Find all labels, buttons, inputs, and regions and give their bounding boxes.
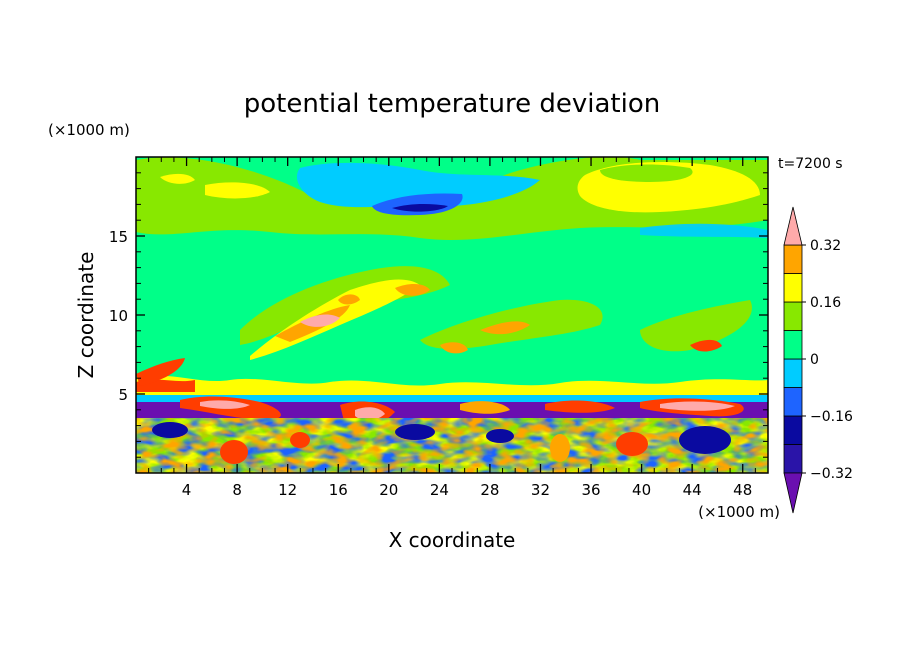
colorbar-min-extend xyxy=(783,472,803,514)
x-tick-label: 36 xyxy=(581,481,600,499)
time-label: t=7200 s xyxy=(778,156,843,172)
x-tick-label: 40 xyxy=(632,481,651,499)
colorbar-tick-label: 0.32 xyxy=(810,238,841,254)
x-tick-label: 16 xyxy=(329,481,348,499)
x-tick-label: 24 xyxy=(430,481,449,499)
x-tick-label: 8 xyxy=(232,481,242,499)
x-tick-label: 28 xyxy=(480,481,499,499)
colorbar-segment xyxy=(783,387,803,417)
x-tick-label: 32 xyxy=(531,481,550,499)
y-tick-label: 15 xyxy=(109,228,128,246)
colorbar-tick-label: 0.16 xyxy=(810,295,841,311)
y-tick-label: 5 xyxy=(118,386,128,404)
colorbar-tick-label: −0.32 xyxy=(810,466,853,482)
colorbar-max-extend xyxy=(783,206,803,246)
x-tick-label: 4 xyxy=(182,481,192,499)
colorbar-segment xyxy=(783,415,803,445)
colorbar-segment xyxy=(783,273,803,303)
contour-field xyxy=(136,157,768,473)
colorbar-tick-label: 0 xyxy=(810,352,819,368)
x-axis-label: X coordinate xyxy=(389,528,516,552)
x-tick-label: 20 xyxy=(379,481,398,499)
x-axis-ticks: 4 8 12 16 20 24 28 32 36 40 44 48 xyxy=(148,157,756,499)
colorbar-segment xyxy=(783,244,803,274)
x-tick-label: 44 xyxy=(683,481,702,499)
chart-title: potential temperature deviation xyxy=(244,89,660,119)
x-tick-label: 48 xyxy=(733,481,752,499)
colorbar-segment xyxy=(783,301,803,331)
x-tick-label: 12 xyxy=(278,481,297,499)
y-tick-label: 10 xyxy=(109,307,128,325)
x-axis-unit: (×1000 m) xyxy=(698,503,780,521)
colorbar: 0.32 0.16 0 −0.16 −0.32 xyxy=(783,206,853,514)
y-axis-ticks: 5 10 15 xyxy=(109,172,768,458)
colorbar-segment xyxy=(783,330,803,360)
colorbar-segment xyxy=(783,358,803,388)
y-axis-label: Z coordinate xyxy=(74,252,98,379)
colorbar-tick-label: −0.16 xyxy=(810,409,853,425)
y-axis-unit: (×1000 m) xyxy=(48,121,130,139)
colorbar-segment xyxy=(783,444,803,474)
